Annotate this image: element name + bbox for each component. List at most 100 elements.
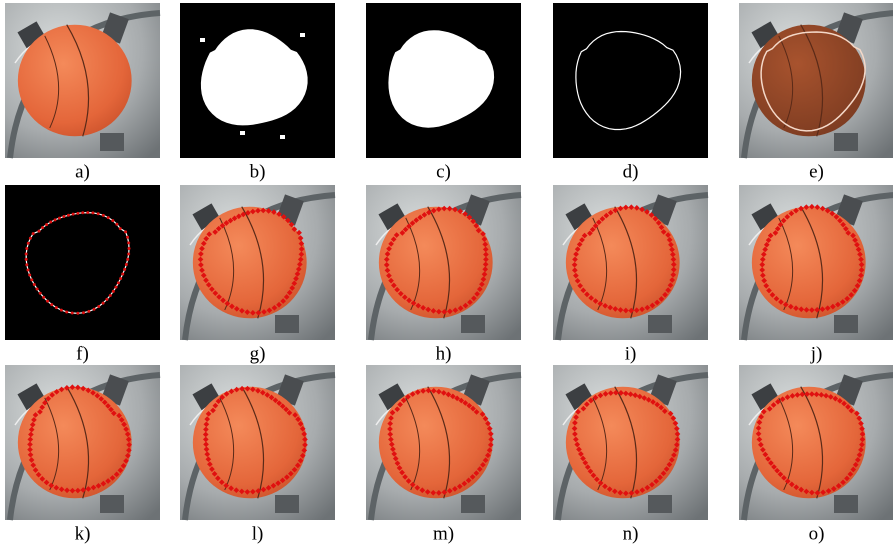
panel	[366, 3, 521, 158]
contour-point	[76, 212, 79, 215]
contour-point	[102, 302, 105, 305]
contour-point	[76, 312, 79, 315]
contour-point	[102, 214, 105, 217]
gripper	[834, 133, 858, 151]
gripper	[275, 315, 299, 333]
gripper	[461, 495, 485, 513]
contour-point	[87, 310, 90, 313]
mask-speck	[200, 38, 205, 42]
panel-label: o)	[809, 523, 825, 544]
gripper	[648, 495, 672, 513]
contour-point	[97, 212, 100, 215]
contour-point	[115, 223, 118, 226]
panel-label: g)	[250, 343, 266, 364]
contour-point	[41, 226, 44, 229]
panel	[739, 3, 893, 158]
ball	[752, 207, 866, 319]
contour-point	[82, 311, 85, 314]
contour-point	[54, 218, 57, 221]
contour-point	[125, 263, 128, 266]
panel	[553, 3, 708, 158]
panel	[739, 365, 893, 520]
panel	[366, 365, 521, 520]
ball	[18, 25, 132, 137]
contour-point	[32, 232, 35, 235]
gripper	[834, 315, 858, 333]
contour-point	[112, 290, 115, 293]
contour-point	[124, 230, 127, 233]
ball	[379, 207, 493, 319]
contour-point	[67, 214, 70, 217]
contour-point	[50, 303, 53, 306]
contour-point	[58, 217, 61, 220]
contour-point	[111, 219, 114, 222]
contour-point	[91, 211, 94, 214]
panel-label: a)	[75, 161, 90, 182]
panel	[366, 185, 521, 340]
contour-point	[27, 268, 30, 271]
ball	[193, 387, 307, 499]
contour-point	[127, 253, 130, 256]
contour-point	[27, 242, 30, 245]
ball	[752, 387, 866, 499]
contour-point	[81, 211, 84, 214]
contour-point	[46, 300, 49, 303]
panel	[739, 185, 893, 340]
contour-point	[62, 215, 65, 218]
panel-label: l)	[252, 523, 264, 544]
panel	[180, 365, 335, 520]
panel	[553, 185, 708, 340]
contour-point	[25, 258, 28, 261]
contour-point	[86, 211, 89, 214]
contour-point	[25, 247, 28, 250]
contour-point	[126, 258, 129, 261]
mask-speck	[280, 135, 285, 139]
gripper	[100, 133, 124, 151]
contour-point	[45, 223, 48, 226]
panel	[5, 185, 160, 340]
panel	[553, 365, 708, 520]
contour-point	[25, 263, 28, 266]
contour-point	[28, 274, 31, 277]
mask-speck	[240, 131, 245, 135]
panel-label: n)	[623, 523, 639, 544]
panel	[180, 3, 335, 158]
contour-point	[114, 286, 117, 289]
contour-point	[119, 227, 122, 230]
gripper	[100, 495, 124, 513]
gripper	[648, 315, 672, 333]
panel-label: j)	[810, 343, 823, 364]
panel	[180, 185, 335, 340]
panel-label: i)	[625, 343, 637, 364]
figure: a)b)c)d)e)f)g)h)i)j)k)l)m)n)o)	[0, 0, 893, 549]
mask-background	[5, 185, 160, 340]
contour-point	[93, 308, 96, 311]
contour-point	[119, 277, 122, 280]
contour-point	[25, 252, 28, 255]
gripper	[275, 495, 299, 513]
contour-point	[42, 296, 45, 299]
panel-label: e)	[809, 161, 824, 182]
panel-label: k)	[75, 523, 91, 544]
panel-label: f)	[76, 343, 89, 364]
contour-point	[121, 272, 124, 275]
contour-point	[30, 278, 33, 281]
panel-label: m)	[433, 523, 454, 544]
contour-point	[127, 241, 130, 244]
panel-label: b)	[250, 161, 266, 182]
ball	[379, 387, 493, 499]
contour-point	[97, 305, 100, 308]
ball	[18, 387, 132, 499]
contour-point	[60, 309, 63, 312]
contour-point	[65, 310, 68, 313]
panel	[5, 3, 160, 158]
contour-point	[37, 230, 40, 233]
contour-point	[55, 306, 58, 309]
panel-label: h)	[436, 343, 452, 364]
contour-point	[36, 288, 39, 291]
contour-point	[109, 294, 112, 297]
mask-speck	[300, 33, 305, 37]
contour-point	[72, 213, 75, 216]
contour-point	[126, 236, 129, 239]
contour-point	[123, 268, 126, 271]
